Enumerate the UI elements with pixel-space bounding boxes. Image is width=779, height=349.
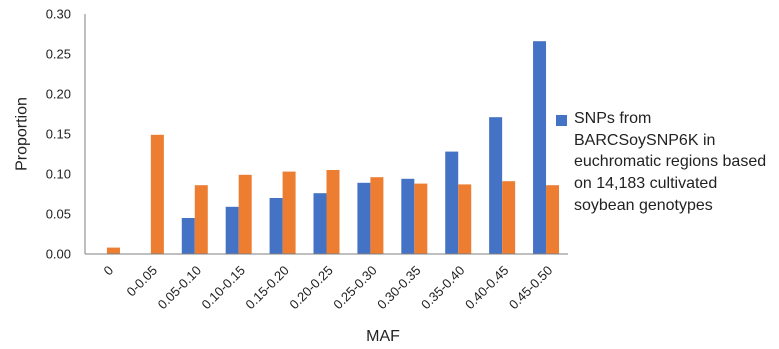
bars-group: [106, 41, 560, 255]
bar-series1-0.30-0.35: [401, 178, 415, 254]
bar-series1-0.40-0.45: [489, 117, 503, 254]
y-tick-label: 0.10: [46, 167, 71, 182]
x-tick-label: 0.05-0.10: [155, 263, 204, 312]
x-tick-label: 0.20-0.25: [286, 263, 335, 312]
bar-series2-0.20-0.25: [326, 170, 340, 254]
bar-series2-0.10-0.15: [238, 174, 252, 254]
x-tick-label: 0-0.05: [123, 263, 160, 300]
bar-series1-0.20-0.25: [313, 193, 327, 254]
bar-series2-0.05-0.10: [194, 185, 208, 254]
x-tick-label: 0.10-0.15: [199, 263, 248, 312]
bar-series1-0.25-0.30: [357, 182, 371, 254]
y-tick-labels: 0.00 0.05 0.10 0.15 0.20 0.25 0.30: [46, 7, 71, 262]
bar-series2-0.35-0.40: [458, 184, 472, 254]
x-axis-label: MAF: [366, 328, 400, 345]
bar-series1-0.45-0.50: [533, 41, 547, 255]
y-tick-label: 0.00: [46, 247, 71, 262]
y-tick-label: 0.15: [46, 127, 71, 142]
x-tick-label: 0.35-0.40: [418, 263, 467, 312]
x-tick-label: 0.40-0.45: [462, 263, 511, 312]
bar-series1-0.10-0.15: [225, 206, 239, 254]
bar-series1-0.05-0.10: [181, 218, 195, 254]
bar-series1-0.35-0.40: [445, 151, 459, 254]
y-axis-label: Proportion: [14, 97, 31, 171]
legend-entry-label: SNPs from BARCSoySNP6K in euchromatic re…: [574, 110, 767, 214]
bar-series1-0.15-0.20: [269, 198, 283, 254]
x-tick-label: 0.30-0.35: [374, 263, 423, 312]
bar-series2-0: [106, 247, 120, 254]
y-tick-label: 0.30: [46, 7, 71, 22]
bar-series2-0.40-0.45: [502, 181, 516, 254]
x-tick-label: 0.15-0.20: [242, 263, 291, 312]
bar-series2-0.45-0.50: [546, 185, 560, 254]
bar-series2-0-0.05: [150, 134, 164, 254]
x-tick-label: 0.25-0.30: [330, 263, 379, 312]
bar-series2-0.25-0.30: [370, 177, 384, 254]
bar-series2-0.15-0.20: [282, 171, 296, 254]
x-tick-label: 0.45-0.50: [506, 263, 555, 312]
legend-swatch: [556, 115, 567, 126]
bar-series2-0.30-0.35: [414, 183, 428, 254]
x-tick-label: 0: [101, 263, 117, 279]
y-tick-label: 0.25: [46, 47, 71, 62]
x-tick-labels: 0 0-0.050.05-0.100.10-0.150.15-0.200.20-0…: [101, 263, 556, 312]
y-tick-label: 0.05: [46, 207, 71, 222]
y-tick-label: 0.20: [46, 87, 71, 102]
